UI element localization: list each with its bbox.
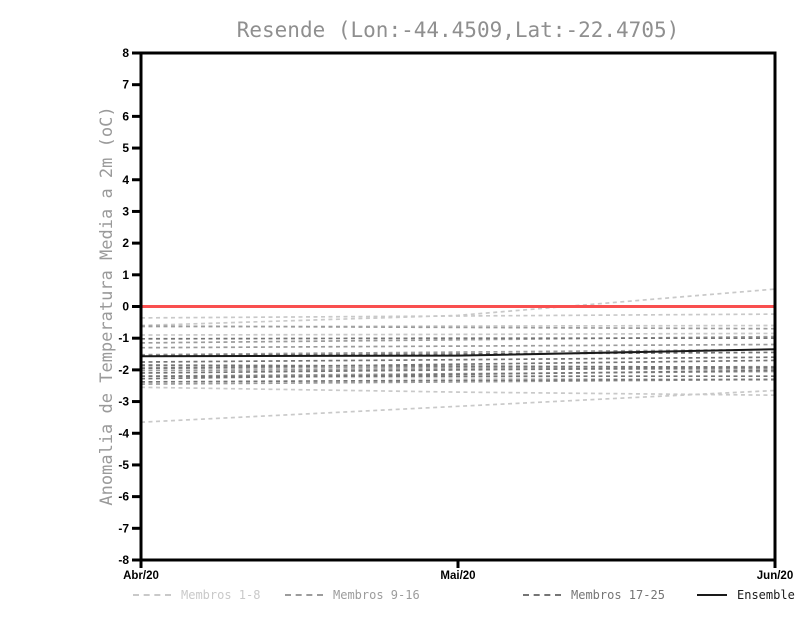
ensemble-member-line [140, 386, 776, 397]
y-tick-label: 5 [122, 141, 129, 155]
y-tick-label: -6 [118, 490, 129, 504]
ensemble-member-line [140, 359, 776, 370]
ensemble-member-line [140, 378, 776, 383]
ensemble-member-line [140, 369, 776, 380]
chart-title: Resende (Lon:-44.4509,Lat:-22.4705) [236, 18, 680, 42]
ensemble-member-line [140, 389, 776, 424]
y-tick-label: -3 [118, 395, 129, 409]
y-tick-label: 6 [122, 109, 129, 123]
ensemble-member-line [140, 325, 776, 330]
x-tick-label: Mai/20 [440, 570, 475, 582]
ensemble-mean-line [140, 348, 776, 358]
ensemble-member-line [140, 366, 776, 374]
y-tick-label: -8 [118, 553, 129, 567]
y-tick-label: -7 [118, 521, 129, 535]
y-tick-label: 4 [122, 173, 129, 187]
y-tick-label: 8 [122, 46, 129, 60]
y-tick-label: -5 [118, 458, 129, 472]
ensemble-member-line [140, 332, 776, 336]
ensemble-member-line [140, 364, 776, 369]
ensemble-member-line [140, 343, 776, 349]
y-tick-label: -1 [118, 331, 129, 345]
x-tick-label: Abr/20 [123, 570, 159, 582]
x-tick-label: Jun/20 [757, 570, 793, 582]
ensemble-member-line [140, 288, 776, 327]
ensemble-member-line [140, 356, 776, 363]
y-tick-label: 3 [122, 204, 129, 218]
y-tick-label: 2 [122, 236, 129, 250]
y-tick-label: -2 [118, 363, 129, 377]
y-tick-label: 1 [122, 268, 129, 282]
y-tick-label: -4 [118, 426, 129, 440]
y-tick-label: 7 [122, 78, 129, 92]
y-tick-label: 0 [122, 300, 129, 314]
ensemble-member-line [140, 337, 775, 340]
